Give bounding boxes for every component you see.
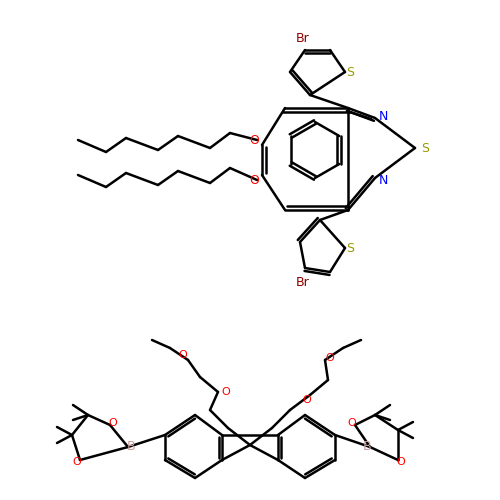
Text: O: O xyxy=(348,418,356,428)
Text: S: S xyxy=(346,242,354,256)
Text: B: B xyxy=(126,440,136,454)
Text: O: O xyxy=(396,457,406,467)
Text: O: O xyxy=(302,395,312,405)
Text: O: O xyxy=(108,418,118,428)
Text: S: S xyxy=(346,66,354,80)
Text: O: O xyxy=(249,134,259,146)
Text: O: O xyxy=(222,387,230,397)
Text: O: O xyxy=(249,174,259,186)
Text: Br: Br xyxy=(296,32,310,44)
Text: B: B xyxy=(362,440,372,454)
Text: O: O xyxy=(178,350,188,360)
Text: O: O xyxy=(72,457,82,467)
Text: N: N xyxy=(378,174,388,186)
Text: S: S xyxy=(421,142,429,154)
Text: N: N xyxy=(378,110,388,122)
Text: O: O xyxy=(326,353,334,363)
Text: Br: Br xyxy=(296,276,310,288)
